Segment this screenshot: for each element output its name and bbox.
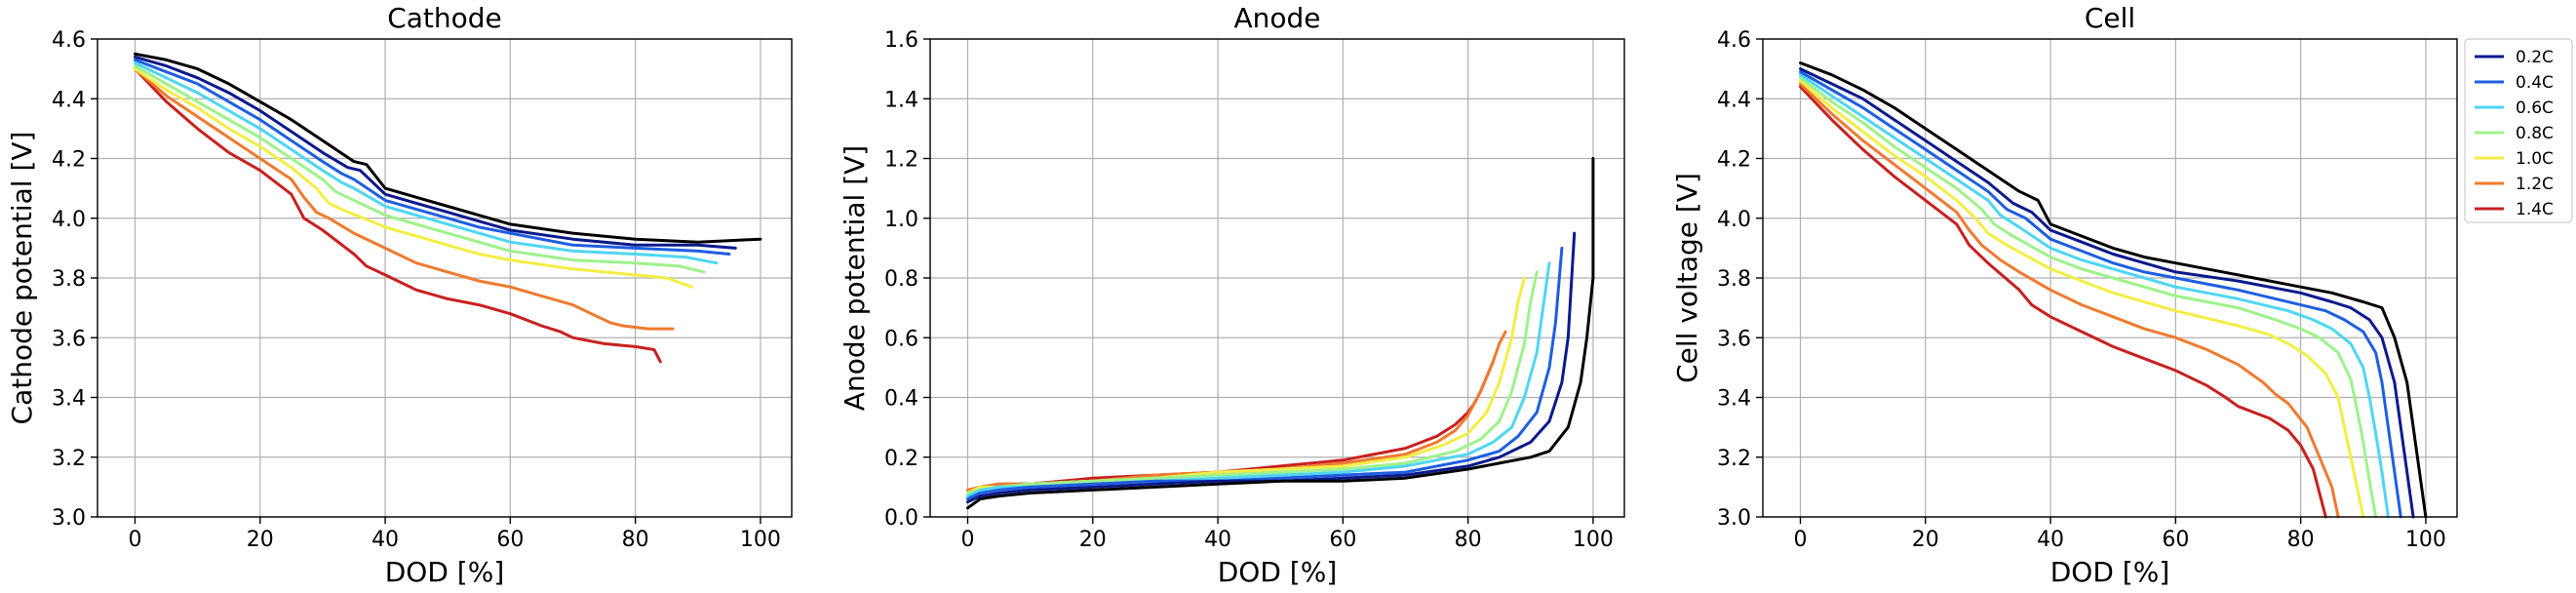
cell-x-tick-label: 60	[2162, 528, 2189, 552]
cell-x-axis-label: DOD [%]	[2050, 556, 2170, 588]
cell-x-tick-label: 100	[2405, 528, 2446, 552]
cell-x-tick-label: 20	[1912, 528, 1939, 552]
cathode-y-tick-label: 3.6	[52, 327, 86, 351]
cathode-y-tick-label: 3.4	[52, 387, 86, 412]
cell-x-tick-label: 80	[2287, 528, 2315, 552]
anode-y-tick-label: 0.6	[884, 327, 918, 351]
cathode-series-line-0-6C	[134, 61, 719, 265]
cathode-series-line-0-2C	[134, 55, 737, 250]
cathode-x-tick-label: 60	[496, 528, 524, 552]
cathode-x-tick-label: 40	[371, 528, 399, 552]
cathode-y-axis-label: Cathode potential [V]	[6, 132, 38, 425]
anode-y-tick-label: 0.0	[884, 506, 918, 531]
cathode-x-tick-label: 20	[247, 528, 274, 552]
cell-series	[1799, 61, 2428, 519]
anode-y-tick-label: 0.4	[884, 387, 918, 412]
legend-label-1-0C: 1.0C	[2516, 149, 2554, 169]
anode-series-line-100pct	[966, 157, 1595, 510]
cathode-series-line-100pct	[134, 52, 762, 244]
cell-series-line-0-8C	[1799, 76, 2378, 519]
legend: 0.2C 0.4C 0.6C 0.8C 1.0C 1.2C 1.4C	[2464, 38, 2573, 223]
legend-label-0-2C: 0.2C	[2516, 48, 2554, 67]
cathode-grid	[98, 38, 792, 518]
cell-y-tick-label: 3.6	[1717, 327, 1751, 351]
anode-x-tick-label: 100	[1573, 528, 1614, 552]
cathode-ticks: 0 20 40 60 80 100 3.0 3.2 3.4 3.6 3.8 4.0 4.2 4.4 4.6	[52, 28, 781, 552]
cathode-series	[134, 52, 762, 364]
cathode-series-line-1-2C	[134, 67, 675, 331]
anode-series-line-1-2C	[966, 330, 1507, 492]
cell-y-tick-label: 3.0	[1717, 506, 1751, 531]
cell-series-line-0-6C	[1799, 73, 2390, 519]
cell-y-tick-label: 4.0	[1717, 208, 1751, 232]
cell-y-tick-label: 3.4	[1717, 387, 1751, 412]
legend-label-1-2C: 1.2C	[2516, 175, 2554, 194]
legend-label-1-4C: 1.4C	[2516, 200, 2554, 219]
cell-panel: Cell 0 20 40 60 80 100 3.0 3.2 3.4 3.6 3.8 4.0 4.2 4.…	[1671, 2, 2458, 588]
cathode-title: Cathode	[387, 2, 502, 34]
anode-x-tick-label: 0	[960, 528, 974, 552]
anode-series	[966, 157, 1595, 510]
cell-series-line-1-4C	[1799, 85, 2327, 519]
anode-series-line-0-2C	[966, 231, 1577, 504]
cell-x-tick-label: 0	[1793, 528, 1807, 552]
cell-series-line-1-0C	[1799, 79, 2365, 519]
anode-title: Anode	[1233, 2, 1320, 34]
cell-series-line-1-2C	[1799, 82, 2340, 519]
anode-grid	[930, 38, 1624, 518]
anode-series-line-0-8C	[966, 270, 1539, 494]
cell-y-tick-label: 4.6	[1717, 28, 1751, 53]
cathode-series-line-0-4C	[134, 58, 731, 256]
cell-y-tick-label: 3.2	[1717, 447, 1751, 471]
cathode-y-tick-label: 3.2	[52, 447, 86, 471]
anode-y-tick-label: 1.6	[884, 28, 918, 53]
cell-y-tick-label: 4.4	[1717, 88, 1751, 112]
cell-x-tick-label: 40	[2037, 528, 2064, 552]
cathode-y-tick-label: 4.0	[52, 208, 86, 232]
anode-x-axis-label: DOD [%]	[1218, 556, 1338, 588]
cathode-x-tick-label: 100	[740, 528, 781, 552]
cell-series-line-0-4C	[1799, 70, 2402, 519]
legend-label-0-4C: 0.4C	[2516, 73, 2554, 93]
cathode-x-axis-label: DOD [%]	[385, 556, 505, 588]
cell-title: Cell	[2085, 2, 2135, 34]
cathode-y-tick-label: 3.0	[52, 506, 86, 531]
anode-x-tick-label: 80	[1455, 528, 1482, 552]
cathode-y-tick-label: 4.2	[52, 148, 86, 173]
cathode-series-line-1-0C	[134, 67, 693, 289]
anode-y-axis-label: Anode potential [V]	[839, 145, 871, 411]
anode-panel: Anode 0 20 40 60 80 100 0.0 0.2 0.4 0.6 0.8 1.0 1.2 1…	[839, 2, 1625, 588]
cathode-x-tick-label: 0	[128, 528, 141, 552]
cell-y-axis-label: Cell voltage [V]	[1671, 173, 1703, 383]
cathode-x-tick-label: 80	[622, 528, 649, 552]
anode-ticks: 0 20 40 60 80 100 0.0 0.2 0.4 0.6 0.8 1.0 1.2 1.4 1.6	[884, 28, 1614, 552]
anode-y-tick-label: 0.8	[884, 267, 918, 292]
anode-x-tick-label: 20	[1079, 528, 1107, 552]
legend-label-0-6C: 0.6C	[2516, 99, 2554, 118]
anode-y-tick-label: 0.2	[884, 447, 918, 471]
cell-series-line-0-2C	[1799, 67, 2415, 519]
cell-y-tick-label: 4.2	[1717, 148, 1751, 173]
cathode-series-line-1-4C	[134, 67, 662, 364]
legend-box	[2464, 38, 2573, 223]
cathode-y-tick-label: 4.6	[52, 28, 86, 53]
anode-y-tick-label: 1.4	[884, 88, 918, 112]
anode-x-tick-label: 40	[1204, 528, 1231, 552]
legend-label-0-8C: 0.8C	[2516, 124, 2554, 143]
cathode-panel: Cathode 0 20 40 60 80 100 3.0 3.2 3.4 3.6 3.8 4.0 4.…	[6, 2, 793, 588]
anode-y-tick-label: 1.2	[884, 148, 918, 173]
cell-y-tick-label: 3.8	[1717, 267, 1751, 292]
cathode-series-line-0-8C	[134, 64, 706, 274]
anode-x-tick-label: 60	[1329, 528, 1356, 552]
cathode-y-tick-label: 3.8	[52, 267, 86, 292]
anode-series-line-0-4C	[966, 246, 1564, 501]
cell-ticks: 0 20 40 60 80 100 3.0 3.2 3.4 3.6 3.8 4.0 4.2 4.4 4.6	[1717, 28, 2446, 552]
cell-series-line-100pct	[1799, 61, 2428, 519]
anode-y-tick-label: 1.0	[884, 208, 918, 232]
cathode-y-tick-label: 4.4	[52, 88, 86, 112]
